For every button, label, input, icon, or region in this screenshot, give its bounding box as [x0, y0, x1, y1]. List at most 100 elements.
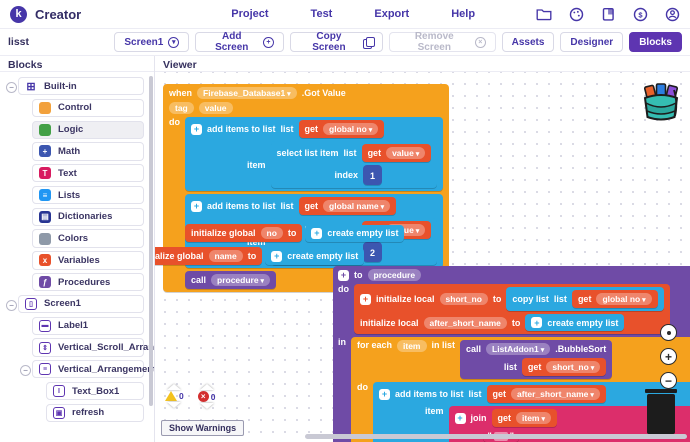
get-item-block[interactable]: get item — [491, 409, 557, 427]
tree-item-logic[interactable]: Logic — [32, 120, 144, 139]
account-icon[interactable] — [665, 7, 680, 22]
tree-item-text-box1[interactable]: I Text_Box1 — [46, 381, 144, 401]
tree-item-colors[interactable]: Colors — [32, 229, 144, 248]
tree-item-control[interactable]: Control — [32, 98, 144, 118]
sidebar-scrollbar[interactable] — [149, 76, 153, 406]
local-name-field[interactable]: after_short_name — [423, 316, 507, 329]
tree-item-builtin[interactable]: − ⊞ Built-in — [6, 77, 144, 96]
backpack-icon[interactable] — [641, 82, 681, 129]
add-items-to-list-block[interactable]: add items to list list get after_short_n… — [373, 382, 690, 442]
guide-book-icon[interactable] — [601, 7, 616, 22]
add-items-to-list-block[interactable]: add items to list list get global no ite… — [185, 117, 444, 191]
get-short-no-block[interactable]: get short_no — [521, 358, 607, 376]
app-logo[interactable]: k — [10, 5, 27, 23]
tree-item-dictionaries[interactable]: ▤ Dictionaries — [32, 207, 144, 226]
earn-dollar-icon[interactable]: $ — [633, 7, 648, 22]
designer-tab-button[interactable]: Designer — [560, 32, 624, 52]
mutator-icon[interactable] — [191, 123, 202, 135]
get-global-no-block[interactable]: get global no — [298, 120, 385, 138]
error-circle-icon[interactable]: × — [197, 391, 209, 402]
copy-list-block[interactable]: copy list list get global no — [506, 287, 664, 311]
get-global-name-block[interactable]: get global name — [298, 197, 397, 215]
error-up-arrow-icon[interactable] — [199, 384, 214, 390]
create-empty-list-block[interactable]: create empty list — [305, 224, 405, 242]
add-screen-button[interactable]: Add Screen + — [195, 31, 284, 53]
get-after-short-name-block[interactable]: get after_short_name — [486, 385, 606, 403]
horizontal-scrollbar[interactable] — [305, 434, 687, 439]
menu-project[interactable]: Project — [231, 8, 269, 20]
mutator-icon[interactable] — [360, 293, 371, 305]
remove-screen-button[interactable]: Remove Screen × — [388, 31, 496, 53]
tree-item-vertical-scroll-arrangement[interactable]: ⇕ Vertical_Scroll_Arran... — [32, 338, 154, 357]
call-procedure-block[interactable]: call procedure — [185, 271, 277, 289]
copy-screen-button[interactable]: Copy Screen — [289, 31, 383, 53]
zoom-in-icon[interactable]: + — [660, 348, 677, 365]
collapse-icon[interactable]: − — [20, 365, 31, 377]
param-tag[interactable]: tag — [169, 102, 194, 114]
firebase-component-dropdown[interactable]: Firebase_Database1 — [197, 87, 297, 99]
zoom-out-icon[interactable]: − — [660, 372, 677, 389]
variable-dropdown[interactable]: after_short_name — [511, 388, 600, 400]
collapse-icon[interactable]: − — [6, 82, 17, 93]
variable-dropdown[interactable]: value — [386, 147, 426, 159]
tree-item-screen1[interactable]: − ▯ Screen1 — [6, 294, 144, 314]
variable-dropdown[interactable]: global name — [323, 200, 391, 212]
init-global-name-block[interactable]: initialize global name to create empty l… — [155, 247, 365, 265]
tree-item-math[interactable]: + Math — [32, 142, 144, 161]
menu-test[interactable]: Test — [310, 8, 333, 20]
variable-name-field[interactable]: no — [260, 227, 283, 239]
theme-palette-icon[interactable] — [569, 7, 584, 22]
warning-triangle-icon[interactable] — [165, 391, 177, 401]
get-value-block[interactable]: get value — [361, 144, 432, 162]
tree-item-procedures[interactable]: ƒ Procedures — [32, 273, 144, 292]
init-global-no-block[interactable]: initialize global no to create empty lis… — [185, 224, 405, 242]
extension-dropdown[interactable]: ListAddon1 — [486, 343, 551, 355]
tree-item-lists[interactable]: ≡ Lists — [32, 185, 144, 205]
mutator-icon[interactable] — [338, 269, 349, 281]
warning-up-arrow-icon[interactable] — [167, 384, 182, 390]
mutator-icon[interactable] — [379, 388, 390, 400]
menu-export[interactable]: Export — [374, 8, 410, 20]
variable-dropdown[interactable]: global no — [323, 123, 379, 135]
trash-can-icon[interactable] — [645, 389, 677, 434]
variable-name-field[interactable]: name — [208, 250, 243, 262]
mutator-icon[interactable] — [531, 317, 543, 328]
collapse-icon[interactable]: − — [6, 299, 17, 311]
menu-help[interactable]: Help — [451, 8, 476, 20]
screen-selector-button[interactable]: Screen1 ▾ — [114, 32, 190, 52]
procedure-definition-block[interactable]: to procedure do initialize local short_n… — [333, 266, 690, 442]
mutator-icon[interactable] — [311, 227, 323, 239]
when-firebase-got-value-block[interactable]: when Firebase_Database1 .Got Value tag v… — [163, 84, 450, 292]
select-list-item-block[interactable]: select list item list get value — [270, 141, 438, 188]
blocks-tab-button[interactable]: Blocks — [629, 32, 682, 52]
mutator-icon[interactable] — [191, 200, 202, 212]
blocks-workspace[interactable]: when Firebase_Database1 .Got Value tag v… — [155, 72, 690, 442]
tree-item-text[interactable]: T Text — [32, 164, 144, 183]
tree-item-variables[interactable]: x Variables — [32, 251, 144, 270]
projects-folder-icon[interactable] — [536, 7, 552, 21]
mutator-icon[interactable] — [271, 250, 283, 262]
warning-down-arrow-icon[interactable] — [167, 402, 182, 408]
param-value[interactable]: value — [198, 102, 233, 114]
variable-dropdown[interactable]: short_no — [546, 361, 601, 373]
center-blocks-icon[interactable] — [660, 324, 677, 341]
call-bubblesort-block[interactable]: call ListAddon1 .BubbleSort list get — [460, 340, 613, 379]
variable-dropdown[interactable]: item — [516, 412, 551, 424]
create-empty-list-block[interactable]: create empty list — [525, 314, 625, 331]
procedure-name-field[interactable]: procedure — [367, 269, 422, 281]
mutator-icon[interactable] — [454, 412, 466, 424]
loop-var-field[interactable]: item — [397, 340, 427, 352]
tree-item-vertical-arrangement1[interactable]: − ≡ Vertical_Arrangement1 — [20, 360, 154, 379]
init-local-block[interactable]: initialize local short_no to copy list l… — [354, 284, 670, 334]
variable-dropdown[interactable]: global no — [596, 293, 652, 305]
number-block[interactable]: 1 — [363, 165, 383, 185]
assets-button[interactable]: Assets — [501, 32, 555, 52]
local-name-field[interactable]: short_no — [439, 293, 488, 305]
get-global-no-block[interactable]: get global no — [571, 290, 658, 308]
for-each-block[interactable]: for each item in list call ListAddon1 .B… — [351, 337, 690, 442]
number-block[interactable]: 2 — [363, 242, 383, 262]
error-down-arrow-icon[interactable] — [199, 403, 214, 409]
create-empty-list-block[interactable]: create empty list — [265, 247, 365, 265]
tree-item-label1[interactable]: ▬ Label1 — [32, 316, 144, 335]
tree-item-refresh[interactable]: ▣ refresh — [46, 403, 144, 422]
